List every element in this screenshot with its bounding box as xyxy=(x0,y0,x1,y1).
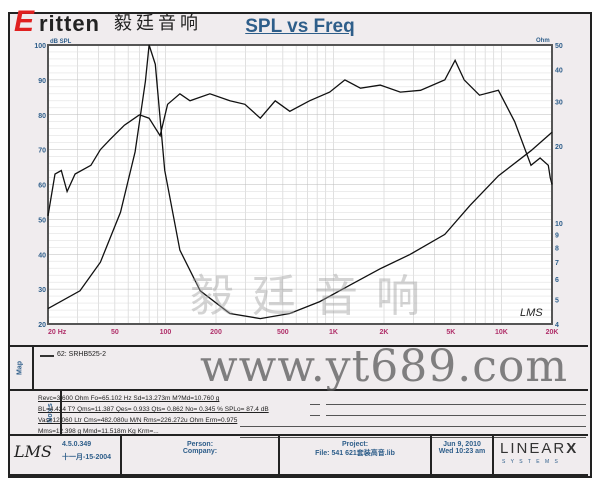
map-label: Map xyxy=(16,361,24,375)
impedance-curve xyxy=(47,44,553,320)
version: 4.5.0.349 xyxy=(62,441,92,448)
date: Jun 9, 2010 xyxy=(443,441,481,448)
y-right-tick-label: 6 xyxy=(555,277,559,284)
chart-title: SPL vs Freq xyxy=(245,16,355,37)
spl-chart: 20 Hz 50 100 200 500 1K 2K 5K 10K 20K 20 30 40 50 60 70… xyxy=(34,38,563,336)
y-right-tick-label: 4 xyxy=(555,322,559,329)
legend-label: 62: SRHB525-2 xyxy=(57,351,107,358)
y-left-tick-label: 40 xyxy=(38,252,46,259)
y-left-tick-label: 50 xyxy=(38,217,46,224)
x-tick-label: 100 xyxy=(160,329,172,336)
y-left-tick-label: 70 xyxy=(38,148,46,155)
x-tick-label: 50 xyxy=(111,329,119,336)
x-tick-label: 20K xyxy=(546,329,559,336)
note-line: BL=4.424 T? Qms=11.387 Qes= 0.933 Qts= 0… xyxy=(38,406,269,413)
map-panel: Map 62: SRHB525-2 xyxy=(10,345,588,389)
y-left-tick-label: 80 xyxy=(38,113,46,120)
time: Wed 10:23 am xyxy=(438,448,486,455)
logo-initial: E xyxy=(14,5,35,38)
spl-curve xyxy=(47,58,553,217)
logo-brand: ritten xyxy=(39,11,100,36)
note-line: Revc=3.600 Ohm Fo=65.102 Hz Sd=13.273m M… xyxy=(38,395,220,402)
lms-logo: LMS xyxy=(14,442,52,461)
y-right-tick-label: 50 xyxy=(555,43,563,50)
project: Project: xyxy=(341,441,369,448)
file: File: 541 621套装高音.lib xyxy=(315,450,395,457)
x-tick-label: 20 Hz xyxy=(48,329,67,336)
footer: LMS 4.5.0.349 十一月-15-2004 Person: Compan… xyxy=(10,434,588,476)
y-left-axis-label: dB SPL xyxy=(50,39,72,45)
y-right-tick-label: 7 xyxy=(555,260,559,267)
site-watermark: www.yt689.com xyxy=(200,341,569,392)
lms-annotation: LMS xyxy=(520,307,543,319)
note-line: Mms=12.398 g Mmd=11.518m Kg Krm=... xyxy=(38,428,159,435)
y-right-tick-label: 10 xyxy=(555,221,563,228)
y-left-tick-label: 90 xyxy=(38,78,46,85)
y-right-axis-label: Ohm xyxy=(536,38,550,44)
person: Person: xyxy=(186,441,214,448)
linearx-logo: LINEARX xyxy=(500,440,579,457)
company: Company: xyxy=(182,448,218,455)
y-right-tick-label: 8 xyxy=(555,245,559,252)
x-tick-label: 1K xyxy=(329,329,338,336)
chinese-watermark: 毅廷音响 xyxy=(190,271,438,322)
y-left-tick-label: 30 xyxy=(38,287,46,294)
note-line: Vas=12.060 Ltr Cms=482.080u M/N Rms=226.… xyxy=(38,417,238,424)
x-tick-label: 2K xyxy=(380,329,389,336)
x-tick-label: 5K xyxy=(446,329,455,336)
y-right-tick-label: 40 xyxy=(555,68,563,75)
y-right-tick-label: 20 xyxy=(555,144,563,151)
y-right-tick-label: 5 xyxy=(555,297,559,304)
x-tick-label: 500 xyxy=(277,329,289,336)
legend-line xyxy=(40,355,54,357)
x-tick-label: 200 xyxy=(210,329,222,336)
y-right-tick-label: 30 xyxy=(555,99,563,106)
build-date: 十一月-15-2004 xyxy=(62,454,112,461)
y-left-tick-label: 20 xyxy=(38,322,46,329)
logo-chinese: 毅廷音响 xyxy=(114,13,202,34)
y-left-tick-label: 100 xyxy=(34,43,46,50)
y-left-tick-label: 60 xyxy=(38,183,46,190)
notes-panel: Notes Revc=3.600 Ohm Fo=65.102 Hz Sd=13.… xyxy=(10,389,588,438)
linearx-sub: S Y S T E M S xyxy=(502,459,560,465)
y-right-tick-label: 9 xyxy=(555,232,559,239)
x-tick-label: 10K xyxy=(495,329,508,336)
